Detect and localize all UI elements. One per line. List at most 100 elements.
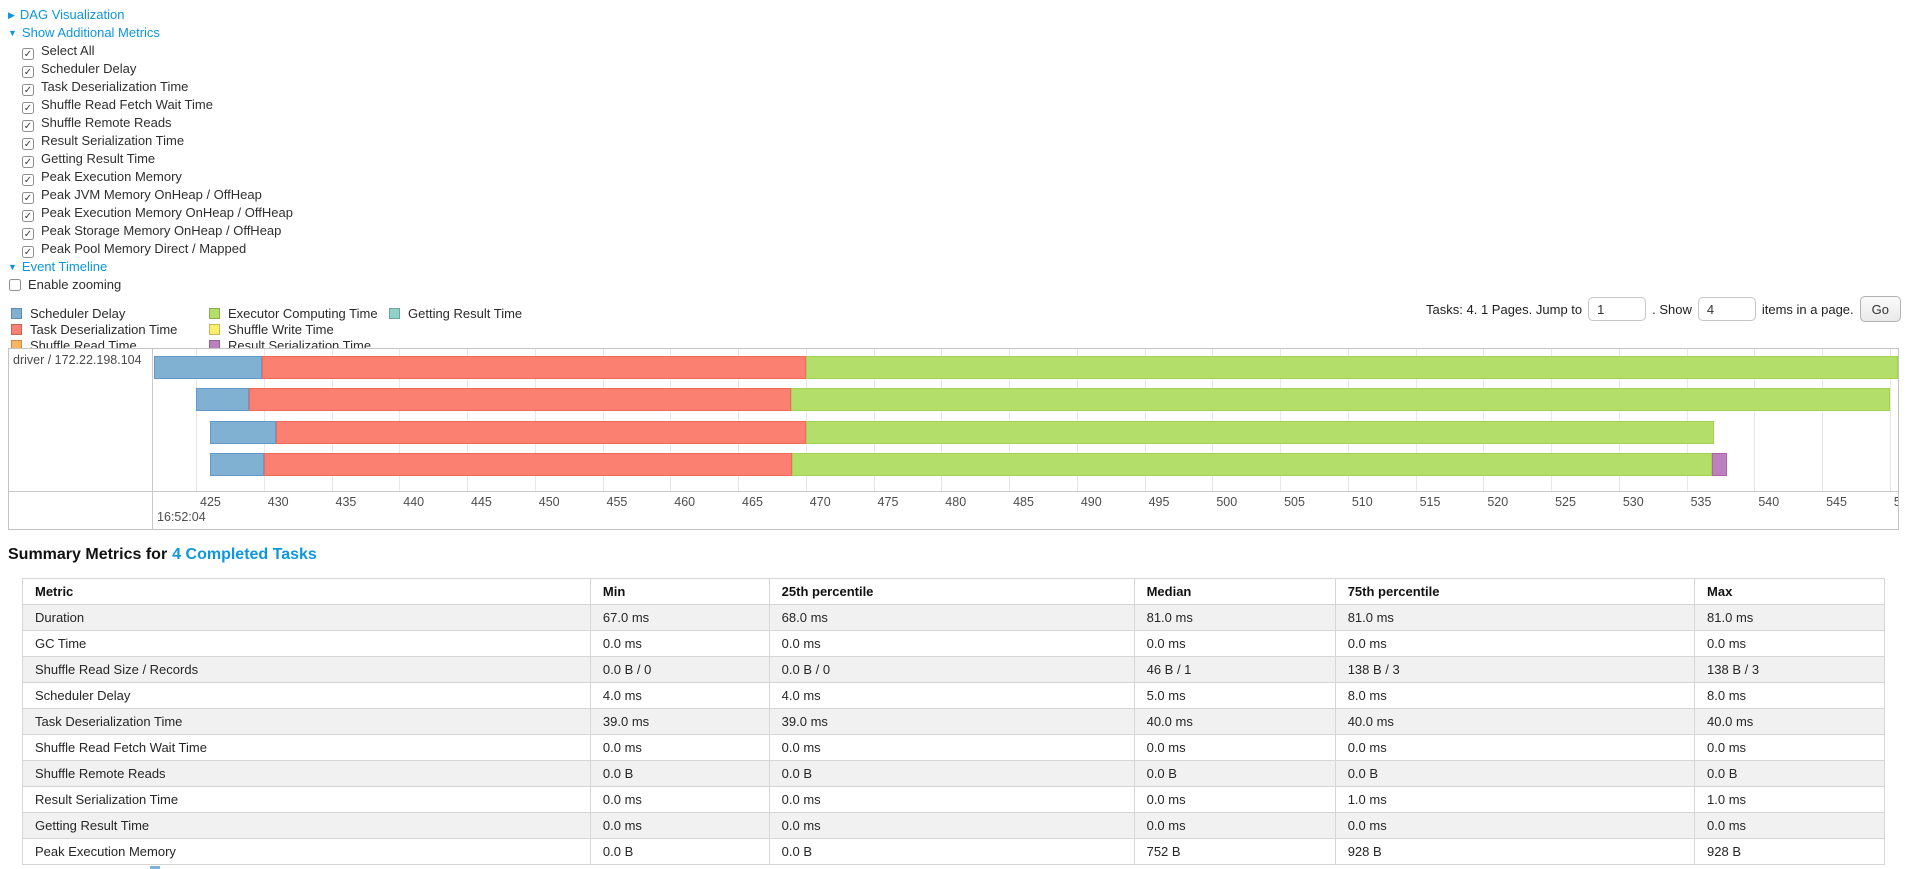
metric-name-cell: Scheduler Delay	[22, 682, 591, 709]
task-bar-segment-executor-computing[interactable]	[805, 356, 1898, 379]
legend-column: Scheduler Delay Task Deserialization Time…	[11, 306, 209, 354]
table-row: GC Time 0.0 ms 0.0 ms 0.0 ms 0.0 ms 0.0 ms	[22, 630, 1885, 657]
collapse-arrow-icon: ▶	[8, 10, 15, 20]
axis-tick-label: 530	[1622, 495, 1644, 509]
metric-checkbox[interactable]: ✓	[22, 138, 34, 150]
metric-value-cell: 4.0 ms	[768, 682, 1135, 709]
metric-checkbox-label: Peak JVM Memory OnHeap / OffHeap	[41, 187, 262, 202]
task-bar-segment-task-deserialization[interactable]	[275, 420, 806, 444]
task-bar-segment-task-deserialization[interactable]	[262, 356, 806, 379]
task-bar-segment-scheduler-delay[interactable]	[209, 420, 276, 444]
axis-tick-label: 550	[1893, 495, 1898, 509]
axis-tick-label: 425	[200, 495, 221, 509]
metric-value-cell: 39.0 ms	[768, 708, 1135, 735]
event-timeline-toggle[interactable]: ▼ Event Timeline	[8, 258, 107, 276]
task-bar	[154, 420, 1898, 444]
metric-value-cell: 0.0 ms	[1334, 734, 1696, 761]
metric-value-cell: 0.0 ms	[768, 734, 1135, 761]
gridline	[399, 349, 401, 491]
metric-checkbox-row: ✓ Peak Pool Memory Direct / Mapped	[22, 240, 246, 258]
task-bar-segment-scheduler-delay[interactable]	[154, 356, 263, 379]
column-header: 25th percentile	[768, 578, 1135, 605]
metric-checkbox-label: Select All	[41, 43, 95, 58]
axis-tick-label: 490	[1080, 495, 1102, 509]
metric-value-cell: 0.0 B	[768, 838, 1135, 865]
dag-visualization-toggle[interactable]: ▶ DAG Visualization	[8, 6, 124, 24]
legend-label: Scheduler Delay	[30, 306, 126, 321]
legend-swatch-icon	[389, 308, 400, 319]
metric-checkbox[interactable]: ✓	[22, 66, 34, 78]
legend-item: Executor Computing Time	[209, 306, 389, 322]
metric-checkbox-row: ✓ Peak Execution Memory	[22, 168, 182, 186]
page-size-input[interactable]	[1697, 297, 1756, 321]
task-bar-segment-scheduler-delay[interactable]	[209, 452, 264, 476]
metric-checkbox-label: Peak Execution Memory OnHeap / OffHeap	[41, 205, 293, 220]
metric-checkbox[interactable]: ✓	[22, 246, 34, 258]
column-header: Max	[1694, 578, 1885, 605]
task-bar-segment-task-deserialization[interactable]	[248, 388, 791, 412]
axis-tick-label: 495	[1148, 495, 1170, 509]
metric-checkbox[interactable]: ✓	[22, 156, 34, 168]
metric-checkbox[interactable]: ✓	[22, 84, 34, 96]
metric-value-cell: 81.0 ms	[1133, 604, 1336, 631]
completed-tasks-link[interactable]: 4 Completed Tasks	[172, 546, 317, 563]
task-bar-segment-executor-computing[interactable]	[805, 420, 1714, 444]
metric-checkbox[interactable]: ✓	[22, 228, 34, 240]
metric-checkbox[interactable]: ✓	[22, 102, 34, 114]
axis-tick-label: 485	[1013, 495, 1034, 509]
metric-name-cell: Shuffle Remote Reads	[22, 760, 591, 787]
metric-checkbox-label: Peak Pool Memory Direct / Mapped	[41, 241, 247, 256]
metric-value-cell: 5.0 ms	[1133, 682, 1336, 709]
metric-checkbox[interactable]: ✓	[22, 48, 34, 60]
gridline	[1280, 349, 1282, 491]
gridline	[941, 349, 943, 491]
task-bar-segment-executor-computing[interactable]	[792, 452, 1713, 476]
metric-value-cell: 0.0 ms	[768, 786, 1135, 813]
metric-name-cell: GC Time	[22, 630, 591, 657]
task-bar-segment-scheduler-delay[interactable]	[196, 388, 249, 412]
metric-checkbox[interactable]: ✓	[22, 192, 34, 204]
page-number-input[interactable]	[1588, 297, 1647, 321]
axis-tick-label: 475	[877, 495, 899, 509]
metric-checkbox-label: Peak Execution Memory	[41, 169, 182, 184]
expand-arrow-icon: ▼	[8, 262, 17, 272]
gridline	[1144, 349, 1146, 491]
show-additional-metrics-label: Show Additional Metrics	[21, 25, 160, 40]
legend-label: Shuffle Write Time	[228, 322, 334, 337]
enable-zooming-checkbox[interactable]	[9, 279, 21, 291]
show-additional-metrics-toggle[interactable]: ▼ Show Additional Metrics	[8, 24, 160, 42]
timeline-legend: Scheduler Delay Task Deserialization Time…	[11, 306, 522, 354]
go-button[interactable]: Go	[1859, 296, 1901, 322]
axis-tick-label: 435	[335, 495, 357, 509]
legend-label: Getting Result Time	[408, 306, 523, 321]
metric-name-cell: Getting Result Time	[22, 812, 591, 839]
table-row: Shuffle Read Fetch Wait Time 0.0 ms 0.0 ms…	[22, 734, 1885, 761]
axis-tick-label: 465	[742, 495, 763, 509]
metric-checkbox[interactable]: ✓	[22, 210, 34, 222]
metric-value-cell: 68.0 ms	[768, 604, 1135, 631]
metric-value-cell: 40.0 ms	[1334, 708, 1696, 735]
task-bar-segment-executor-computing[interactable]	[790, 388, 1890, 412]
metric-checkbox-row: ✓ Result Serialization Time	[22, 132, 184, 150]
column-header: Metric	[22, 578, 591, 605]
legend-swatch-icon	[209, 308, 220, 319]
metric-value-cell: 1.0 ms	[1694, 786, 1885, 813]
legend-swatch-icon	[209, 324, 220, 335]
metric-value-cell: 40.0 ms	[1694, 708, 1885, 735]
table-header-row: Metric Min 25th percentile Median 75th perce…	[22, 578, 1885, 605]
metric-value-cell: 67.0 ms	[589, 604, 770, 631]
executor-group-column: driver / 172.22.198.104	[9, 349, 153, 529]
task-bar-segment-task-deserialization[interactable]	[263, 452, 793, 476]
metric-value-cell: 0.0 B	[589, 838, 770, 865]
task-bar-segment-result-serialization[interactable]	[1712, 452, 1728, 476]
task-bar	[154, 356, 1898, 379]
metric-value-cell: 0.0 ms	[589, 812, 770, 839]
pagination-suffix-text: items in a page.	[1761, 301, 1854, 317]
metric-checkbox-label: Shuffle Remote Reads	[41, 115, 172, 130]
metric-checkbox[interactable]: ✓	[22, 120, 34, 132]
gridline	[602, 349, 604, 491]
axis-tick-label: 440	[403, 495, 425, 509]
table-row: Result Serialization Time 0.0 ms 0.0 ms 0.0…	[22, 786, 1885, 813]
metric-checkbox[interactable]: ✓	[22, 174, 34, 186]
metric-checkbox-row: ✓ Shuffle Remote Reads	[22, 114, 172, 132]
